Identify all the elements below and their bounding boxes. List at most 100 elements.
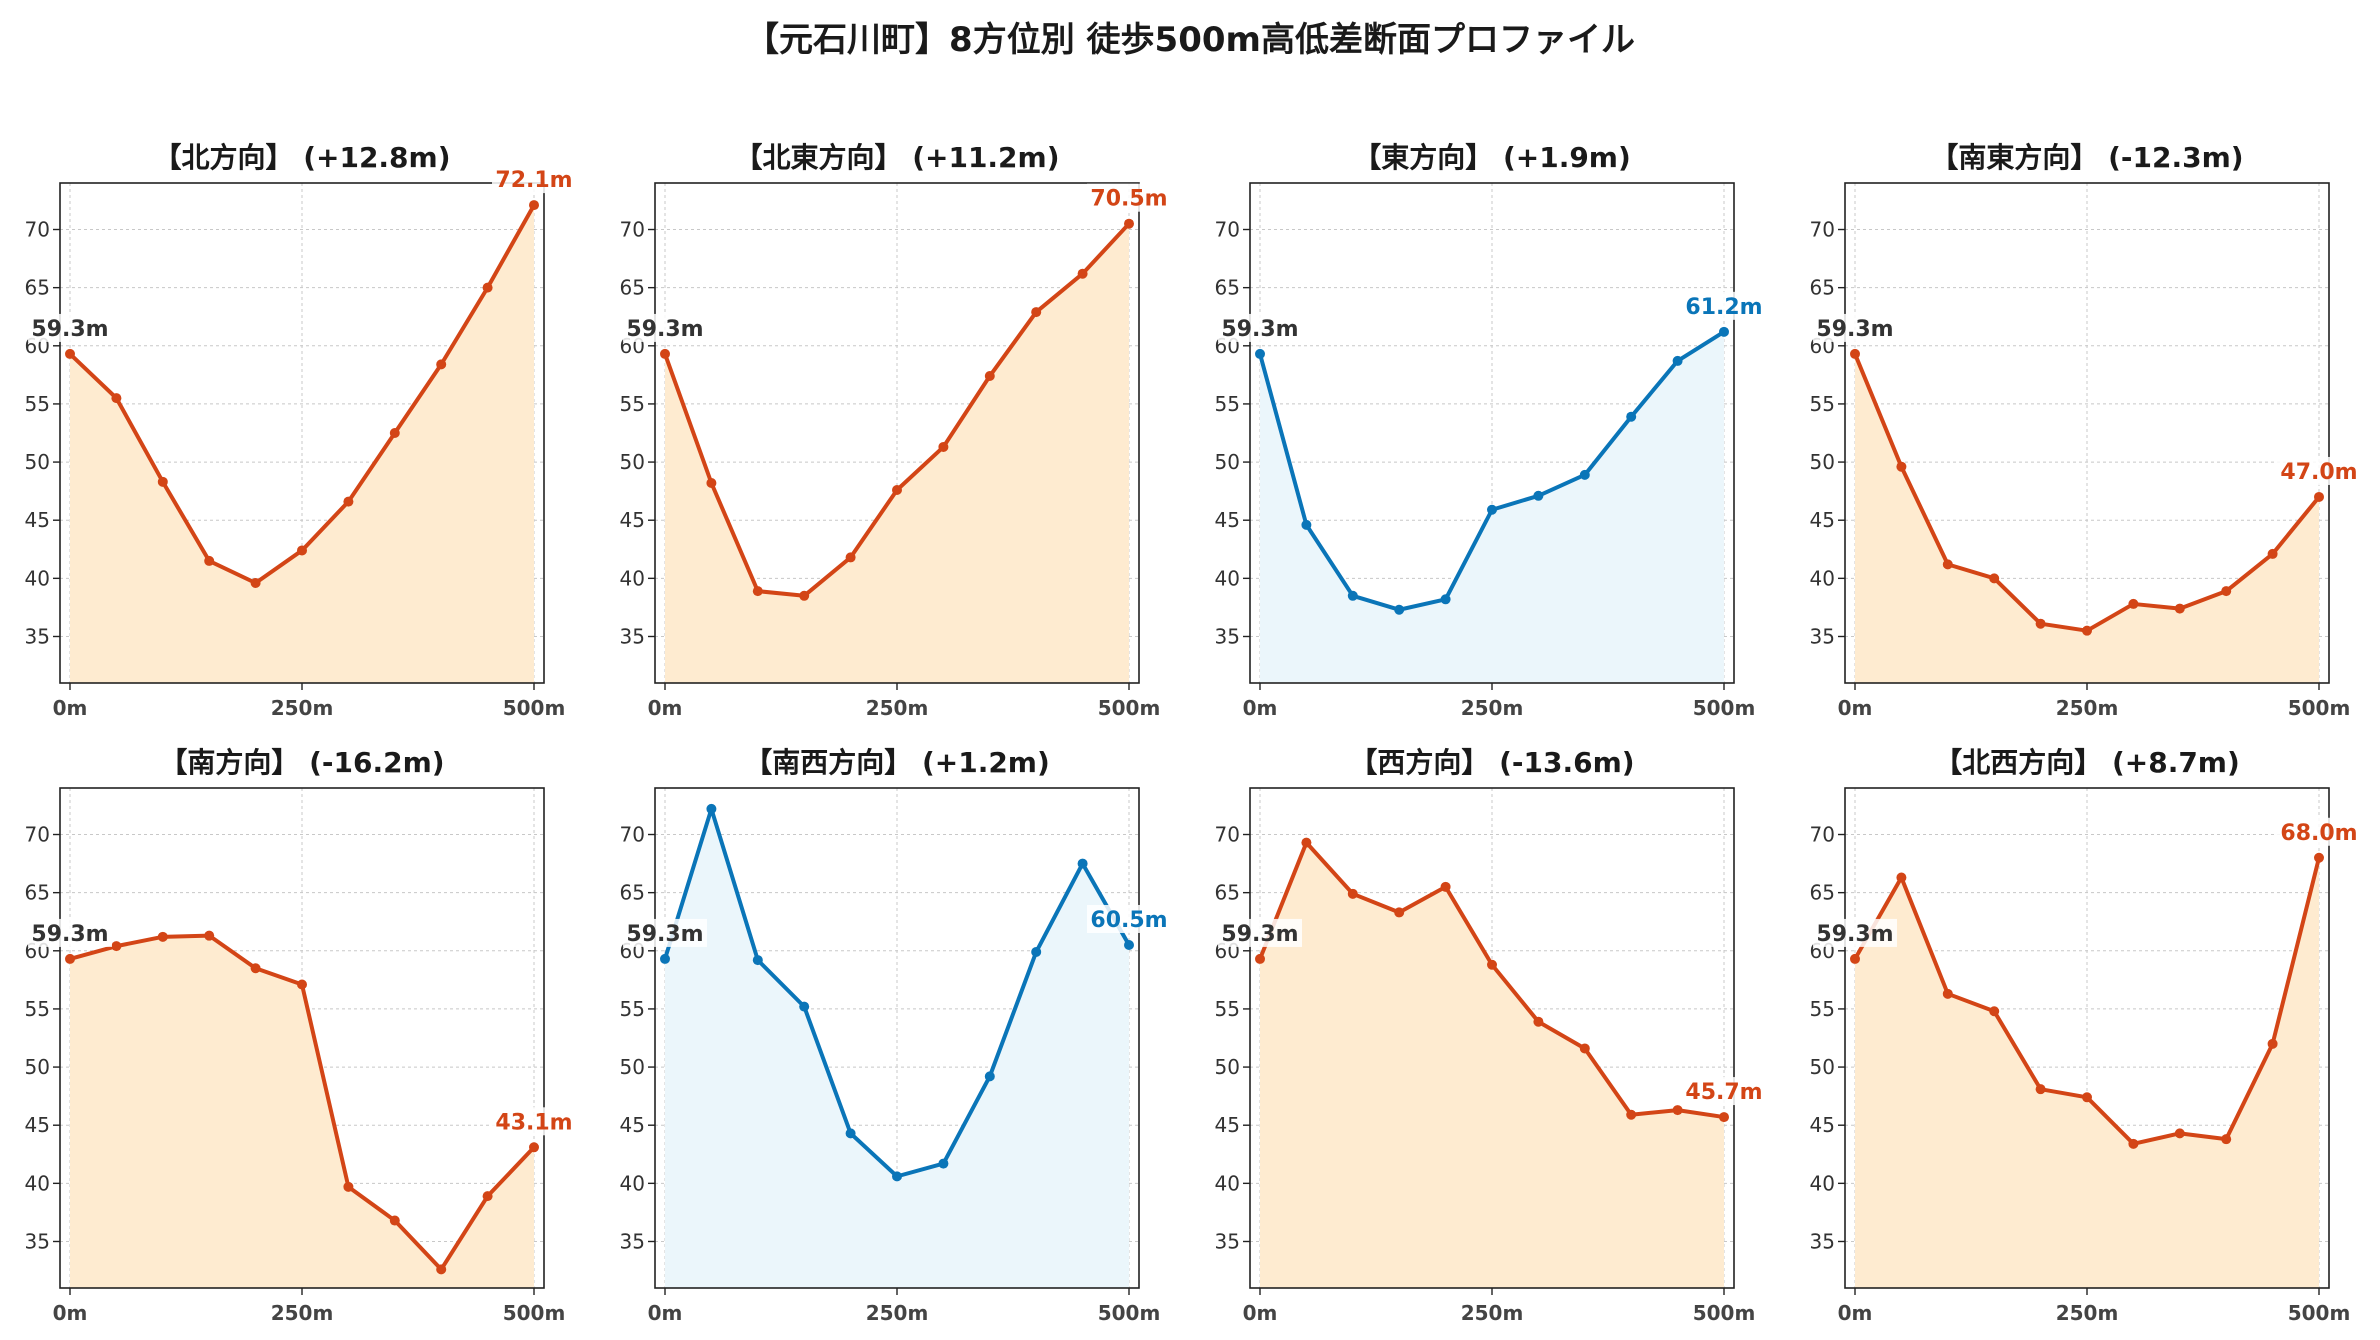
end-label: 45.7m: [1685, 1080, 1762, 1105]
x-tick-label: 0m: [53, 696, 88, 720]
x-tick-label: 0m: [1838, 696, 1873, 720]
profile-area: [1260, 842, 1724, 1288]
subplot-title: 【北西方向】 (+8.7m): [1934, 746, 2240, 779]
data-point: [799, 1001, 810, 1012]
y-tick-label: 45: [1215, 508, 1240, 532]
data-point: [1850, 953, 1860, 964]
data-point: [2035, 618, 2046, 629]
y-tick-label: 45: [620, 508, 645, 532]
data-point: [1031, 307, 1042, 318]
data-point: [1579, 469, 1590, 480]
data-point: [389, 428, 400, 438]
start-label: 59.3m: [1221, 922, 1298, 947]
data-point: [799, 590, 810, 601]
data-point: [1347, 888, 1358, 899]
data-point: [1533, 490, 1544, 501]
end-label-box: [492, 1107, 576, 1136]
figure-title: 【元石川町】8方位別 徒歩500m高低差断面プロファイル: [745, 20, 1635, 60]
end-label: 47.0m: [2280, 460, 2357, 485]
y-tick-label: 55: [1810, 392, 1835, 416]
x-tick-label: 0m: [1243, 696, 1278, 720]
data-point: [1487, 504, 1497, 515]
data-point: [752, 586, 763, 597]
y-tick-label: 70: [1215, 823, 1240, 847]
data-point: [1077, 858, 1088, 869]
y-tick-label: 40: [620, 566, 645, 590]
data-point: [1124, 218, 1134, 229]
data-point: [297, 545, 307, 556]
data-point: [204, 555, 215, 566]
data-point: [1942, 559, 1953, 570]
x-tick-label: 0m: [1838, 1301, 1873, 1325]
start-label-box: [623, 313, 707, 342]
data-point: [2082, 1092, 2092, 1103]
x-tick-label: 250m: [271, 1301, 334, 1325]
data-point: [1301, 519, 1312, 530]
y-tick-label: 65: [25, 276, 50, 300]
y-tick-label: 65: [1215, 276, 1240, 300]
profile-area: [665, 808, 1129, 1288]
y-tick-label: 40: [1810, 566, 1835, 590]
y-tick-label: 35: [1215, 1229, 1240, 1253]
y-tick-label: 55: [1215, 997, 1240, 1021]
data-point: [1301, 837, 1312, 848]
start-label-box: [1813, 918, 1897, 947]
data-point: [297, 979, 307, 990]
end-label-box: [1682, 291, 1766, 320]
y-tick-label: 50: [25, 1055, 50, 1079]
end-label-box: [1087, 183, 1171, 212]
y-tick-label: 65: [25, 881, 50, 905]
end-label: 72.1m: [495, 168, 572, 193]
y-tick-label: 50: [620, 1055, 645, 1079]
y-tick-label: 35: [620, 1229, 645, 1253]
x-tick-label: 500m: [1693, 696, 1756, 720]
profile-area: [665, 223, 1129, 683]
start-label: 59.3m: [1816, 317, 1893, 342]
y-tick-label: 35: [25, 624, 50, 648]
y-tick-label: 50: [1215, 450, 1240, 474]
y-tick-label: 55: [1215, 392, 1240, 416]
y-tick-label: 70: [25, 218, 50, 242]
y-tick-label: 70: [1810, 823, 1835, 847]
start-label: 59.3m: [31, 922, 108, 947]
y-tick-label: 45: [1215, 1113, 1240, 1137]
data-point: [706, 478, 717, 488]
subplot-title: 【南方向】 (-16.2m): [159, 746, 444, 779]
data-point: [1672, 355, 1683, 366]
y-tick-label: 50: [25, 450, 50, 474]
data-point: [1031, 946, 1042, 957]
data-point: [845, 552, 856, 563]
data-point: [2221, 586, 2232, 597]
data-point: [1394, 907, 1405, 918]
data-point: [436, 359, 447, 370]
y-tick-label: 35: [25, 1229, 50, 1253]
x-tick-label: 500m: [1693, 1301, 1756, 1325]
y-tick-label: 65: [1810, 881, 1835, 905]
data-point: [1989, 1006, 2000, 1017]
start-label: 59.3m: [31, 317, 108, 342]
data-point: [250, 963, 261, 974]
end-label-box: [492, 165, 576, 194]
x-tick-label: 250m: [2056, 696, 2119, 720]
y-tick-label: 35: [1810, 624, 1835, 648]
data-point: [2314, 852, 2324, 863]
end-label-box: [2277, 456, 2361, 485]
data-point: [2174, 603, 2185, 614]
y-tick-label: 55: [25, 997, 50, 1021]
y-tick-label: 45: [620, 1113, 645, 1137]
y-tick-label: 70: [1215, 218, 1240, 242]
end-label: 60.5m: [1090, 908, 1167, 933]
y-tick-label: 65: [1215, 881, 1240, 905]
end-label-box: [1682, 1077, 1766, 1106]
profile-area: [1855, 857, 2319, 1288]
data-point: [204, 930, 215, 941]
data-point: [111, 393, 122, 404]
data-point: [529, 1142, 539, 1153]
start-label: 59.3m: [1221, 317, 1298, 342]
data-point: [65, 953, 75, 964]
